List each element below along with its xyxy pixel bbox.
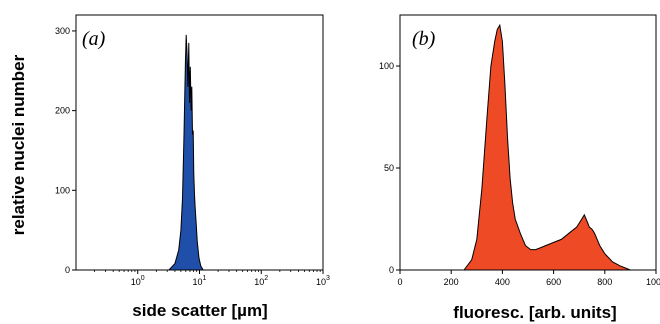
panel-a: 100 101 102 103 0 100 200 300 (a) side scatter…: [55, 14, 330, 320]
panel-b-x-axis-label: fluoresc. [arb. units]: [453, 303, 616, 322]
panel-a-x-tick-label: 102: [254, 275, 268, 287]
panel-a-y-tick-label: 200: [55, 106, 70, 116]
panel-b-area: [463, 23, 631, 271]
panel-a-x-axis-label: side scatter [µm]: [132, 301, 267, 320]
panel-b-x-tick-label: 200: [444, 277, 459, 287]
y-axis-label: relative nuclei number: [9, 54, 28, 235]
panel-a-x-tick-label: 101: [193, 275, 207, 287]
panel-b-y-tick-label: 50: [384, 163, 394, 173]
panel-b-series-line: [463, 23, 631, 271]
panel-a-x-tick-label: 103: [316, 275, 330, 287]
panel-a-y-tick-label: 0: [65, 265, 70, 275]
panel-a-frame: [75, 14, 324, 271]
panel-a-area: [168, 34, 204, 271]
panel-b-x-tick-label: 800: [597, 277, 612, 287]
panel-a-series-fill: [168, 34, 204, 271]
panel-b-x-tick-label: 600: [546, 277, 561, 287]
panel-b-x-tick-label: 400: [495, 277, 510, 287]
panel-b-series-fill: [464, 25, 631, 271]
panel-b-label: (b): [412, 28, 436, 50]
panel-a-y-ticks: 0 100 200 300: [55, 26, 76, 275]
panel-a-x-tick-label: 100: [131, 275, 145, 287]
panel-b-x-tick-label: 0: [397, 277, 402, 287]
panel-a-y-tick-label: 300: [55, 26, 70, 36]
panel-b-frame: [399, 14, 657, 271]
panel-a-y-tick-label: 100: [55, 185, 70, 195]
panel-a-label: (a): [82, 28, 106, 50]
panel-a-x-ticks: 100 101 102 103: [94, 270, 330, 287]
panel-b-y-ticks: 0 50 100: [379, 61, 400, 275]
panel-a-series-line: [168, 34, 204, 271]
panel-b-y-tick-label: 100: [379, 61, 394, 71]
panel-b-y-tick-label: 0: [389, 265, 394, 275]
